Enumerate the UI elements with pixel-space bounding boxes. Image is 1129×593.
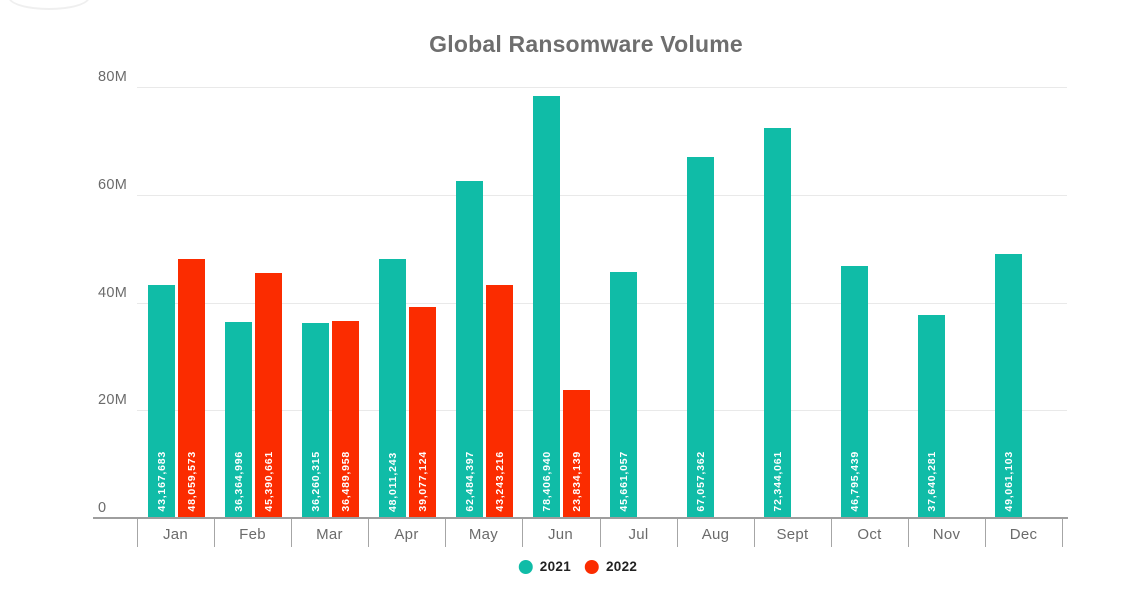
bar-2022-feb[interactable]: 45,390,661 xyxy=(255,273,282,518)
legend-dot-2022 xyxy=(585,559,599,574)
x-axis-label-dec: Dec xyxy=(1009,526,1038,543)
bar-2021-may[interactable]: 62,484,397 xyxy=(456,181,483,518)
x-axis-tick xyxy=(985,519,986,547)
x-axis-label-aug: Aug xyxy=(701,526,730,543)
bar-value-label: 49,061,103 xyxy=(1002,451,1015,512)
x-axis-label-sept: Sept xyxy=(776,526,809,543)
bar-value-label: 48,059,573 xyxy=(185,451,198,512)
x-axis-label-nov: Nov xyxy=(932,526,961,543)
gridline-60m xyxy=(137,195,1067,196)
bar-value-label: 43,243,216 xyxy=(493,451,506,512)
x-axis-label-feb: Feb xyxy=(239,526,266,543)
bar-value-label: 39,077,124 xyxy=(416,451,429,512)
x-axis-line xyxy=(93,517,1068,519)
x-axis-label-apr: Apr xyxy=(394,526,419,543)
y-axis-tick-0: 0 xyxy=(98,500,107,516)
bar-2021-dec[interactable]: 49,061,103 xyxy=(995,254,1022,518)
legend: 2021 2022 xyxy=(518,559,637,574)
x-axis-label-jun: Jun xyxy=(547,526,574,543)
y-axis-tick-40m: 40M xyxy=(98,285,128,301)
x-axis-tick xyxy=(368,519,369,547)
x-axis-tick xyxy=(754,519,755,547)
bar-value-label: 45,661,057 xyxy=(617,451,630,512)
legend-label: 2021 xyxy=(539,559,571,574)
bar-value-label: 45,390,661 xyxy=(262,451,275,512)
bar-2022-jun[interactable]: 23,834,139 xyxy=(563,390,590,518)
bar-value-label: 72,344,061 xyxy=(771,451,784,512)
x-axis-label-mar: Mar xyxy=(316,526,343,543)
gridline-20m xyxy=(137,410,1067,411)
bar-2021-apr[interactable]: 48,011,243 xyxy=(379,259,406,518)
bar-2021-nov[interactable]: 37,640,281 xyxy=(918,315,945,518)
bar-value-label: 36,364,996 xyxy=(232,451,245,512)
x-axis-label-may: May xyxy=(468,526,499,543)
x-axis-tick xyxy=(831,519,832,547)
bar-value-label: 67,057,362 xyxy=(694,451,707,512)
bar-2021-jan[interactable]: 43,167,683 xyxy=(148,285,175,518)
x-axis-tick xyxy=(137,519,138,547)
bar-2022-jan[interactable]: 48,059,573 xyxy=(178,259,205,518)
bar-value-label: 78,406,940 xyxy=(540,451,553,512)
legend-dot-2021 xyxy=(518,559,533,574)
bar-2021-mar[interactable]: 36,260,315 xyxy=(302,323,329,518)
y-axis-tick-60m: 60M xyxy=(98,177,128,193)
bar-2021-sept[interactable]: 72,344,061 xyxy=(764,128,791,518)
bar-2022-may[interactable]: 43,243,216 xyxy=(486,285,513,518)
x-axis-tick xyxy=(522,519,523,547)
bar-2021-feb[interactable]: 36,364,996 xyxy=(225,322,252,518)
bar-2021-jul[interactable]: 45,661,057 xyxy=(610,272,637,518)
bar-value-label: 37,640,281 xyxy=(925,451,938,512)
decorative-arc xyxy=(8,0,90,10)
x-axis-label-oct: Oct xyxy=(857,526,882,543)
legend-item-2022[interactable]: 2022 xyxy=(585,559,637,574)
bar-value-label: 36,489,958 xyxy=(339,451,352,512)
bar-value-label: 62,484,397 xyxy=(463,451,476,512)
x-axis-label-jul: Jul xyxy=(628,526,649,543)
chart-title: Global Ransomware Volume xyxy=(429,31,743,57)
x-axis-tick xyxy=(214,519,215,547)
y-axis-tick-80m: 80M xyxy=(98,69,128,85)
x-axis-tick xyxy=(908,519,909,547)
bar-value-label: 46,795,439 xyxy=(848,451,861,512)
bar-2021-aug[interactable]: 67,057,362 xyxy=(687,157,714,518)
bar-value-label: 43,167,683 xyxy=(155,451,168,512)
bar-2022-mar[interactable]: 36,489,958 xyxy=(332,321,359,518)
bar-value-label: 48,011,243 xyxy=(386,452,399,512)
gridline-80m xyxy=(137,87,1067,88)
x-axis-tick xyxy=(291,519,292,547)
y-axis-tick-20m: 20M xyxy=(98,392,128,408)
legend-label: 2022 xyxy=(606,559,638,574)
gridline-40m xyxy=(137,303,1067,304)
bar-2021-jun[interactable]: 78,406,940 xyxy=(533,96,560,518)
x-axis-tick xyxy=(1062,519,1063,547)
bar-2022-apr[interactable]: 39,077,124 xyxy=(409,307,436,518)
x-axis-tick xyxy=(600,519,601,547)
bar-value-label: 23,834,139 xyxy=(570,451,583,512)
x-axis-tick xyxy=(677,519,678,547)
legend-item-2021[interactable]: 2021 xyxy=(518,559,571,574)
bar-value-label: 36,260,315 xyxy=(309,451,322,512)
x-axis-label-jan: Jan xyxy=(162,526,189,543)
x-axis-tick xyxy=(445,519,446,547)
bar-2021-oct[interactable]: 46,795,439 xyxy=(841,266,868,518)
